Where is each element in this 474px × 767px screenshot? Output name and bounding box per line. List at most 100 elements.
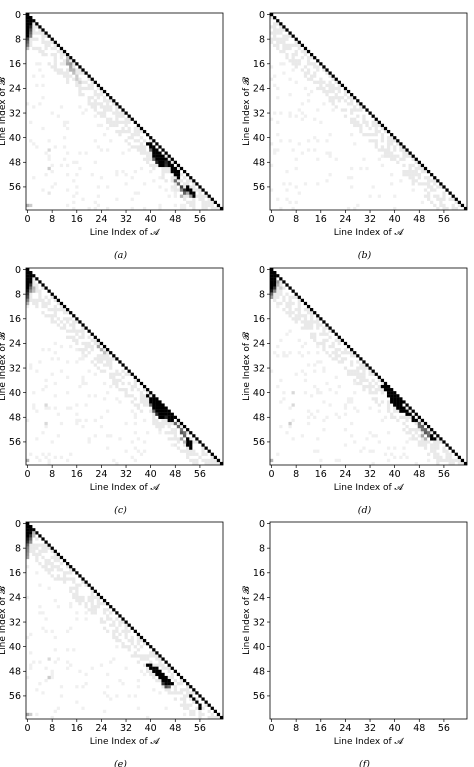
heatmap-cell-faint [146,400,150,404]
heatmap-cell-faint [133,654,137,658]
heatmap-cell-faint [182,688,187,692]
y-tick-label: 48 [9,667,21,678]
y-tick-label: 8 [15,289,21,300]
heatmap-cell-faint [322,400,326,404]
heatmap-cell-diagonal [56,43,61,48]
heatmap-cell-diagonal [84,326,88,330]
heatmap-cell-diagonal [436,434,440,438]
heatmap-cell-faint [334,357,338,361]
heatmap-cell [393,397,397,401]
heatmap-cell-diagonal [130,372,134,376]
heatmap-cell-faint [350,363,354,367]
heatmap-cell-faint [158,657,162,661]
heatmap-cell-faint [109,363,113,367]
heatmap-cell-faint [325,89,329,94]
heatmap-cell-faint [87,99,91,103]
heatmap-cell-faint [106,99,110,103]
heatmap-cell-diagonal [189,176,193,180]
heatmap-cell-faint [173,194,177,198]
heatmap-cell-diagonal [402,400,406,404]
heatmap-cell-faint [433,179,437,183]
heatmap-cell-faint [53,351,57,355]
heatmap-cell-diagonal [436,179,440,183]
heatmap-cell-faint [106,105,110,109]
heatmap-cell [26,295,30,299]
heatmap-cell-faint [386,446,391,450]
heatmap-cell [198,703,202,707]
heatmap-cell [29,537,33,541]
heatmap-cell-faint [78,335,82,339]
heatmap-cell-faint [294,49,298,54]
heatmap-cell-faint [313,335,317,339]
heatmap-cell-faint [402,163,406,168]
heatmap-cell-faint [306,421,311,426]
heatmap-cell-faint [167,675,171,680]
heatmap-cell-faint [87,341,91,346]
heatmap-cell-faint [371,133,375,137]
heatmap-cell-faint [56,555,61,560]
heatmap-cell [161,415,165,419]
heatmap-cell [26,28,30,32]
heatmap-cell-faint [377,157,381,161]
heatmap-cell-faint [69,626,73,630]
heatmap-cell-faint [142,657,147,661]
heatmap-cell-faint [56,412,61,416]
heatmap-cell-faint [136,654,141,658]
heatmap-cell-faint [386,406,391,410]
heatmap-cell-faint [276,43,280,48]
heatmap-cell-faint [112,357,116,361]
heatmap-cell-faint [38,660,42,664]
heatmap-cell-faint [106,446,110,450]
heatmap-cell-faint [121,642,125,646]
heatmap-cell-faint [186,703,190,707]
heatmap-cell-faint [158,424,162,429]
heatmap-cell-faint [420,443,425,447]
heatmap-cell-diagonal [44,286,48,290]
heatmap-cell-faint [353,372,357,376]
heatmap-cell-faint [270,77,274,81]
heatmap-cell-faint [44,314,48,318]
heatmap-cell-faint [59,421,64,426]
heatmap-cell-faint [343,366,348,370]
heatmap-cell-faint [313,74,317,78]
heatmap-cell-faint [66,126,70,131]
heatmap-cell-faint [62,580,67,584]
heatmap-cell-faint [152,166,156,171]
heatmap-cell-faint [90,348,94,352]
heatmap-cell-faint [417,428,421,432]
y-tick-label: 24 [253,593,265,604]
heatmap-cell-faint [448,197,452,201]
heatmap-cell-faint [334,157,338,161]
heatmap-cell-faint [279,280,283,284]
heatmap-cell-faint [331,99,335,103]
heatmap-cell-faint [288,351,292,355]
heatmap-cell-faint [56,568,61,572]
heatmap-cell-faint [47,157,51,161]
heatmap-cell-faint [44,384,48,389]
heatmap-cell-diagonal [216,712,221,717]
heatmap-cell-faint [26,675,30,680]
heatmap-cell-faint [50,549,54,553]
heatmap-cell-faint [173,443,177,447]
heatmap-cell-faint [393,154,397,158]
heatmap-cell-faint [337,415,341,419]
heatmap-cell-faint [353,440,357,444]
heatmap-cell-faint [420,437,425,441]
heatmap-cell-faint [288,314,292,318]
heatmap-cell-faint [96,366,101,370]
heatmap-cell-faint [32,176,36,180]
heatmap-cell-faint [47,348,51,352]
heatmap-cell [167,412,171,416]
heatmap-cell-faint [124,372,128,376]
heatmap-cell-faint [115,645,119,649]
heatmap-cell-faint [316,108,320,112]
heatmap-cell-diagonal [170,412,174,416]
heatmap-cell-diagonal [75,317,79,321]
heatmap-cell-faint [371,372,375,376]
heatmap-cell-faint [173,678,177,683]
heatmap-cell-faint [279,338,283,343]
heatmap-cell-faint [106,391,110,395]
heatmap-cell-faint [72,206,76,211]
heatmap-cell-faint [90,666,94,670]
heatmap-cell-diagonal [322,320,326,324]
